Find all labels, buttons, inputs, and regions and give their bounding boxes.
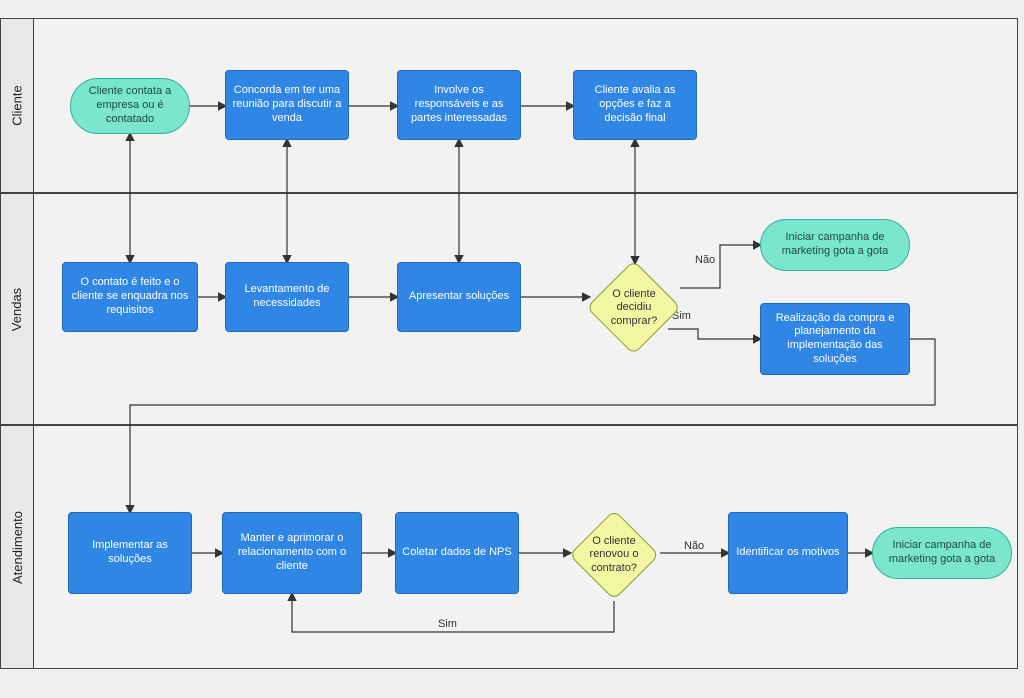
- swimlane-flowchart: ClienteVendasAtendimentoNãoSimSimNãoClie…: [0, 0, 1024, 698]
- decision-d_renovou: O cliente renovou o contrato?: [568, 509, 660, 601]
- node-n_apresenta: Apresentar soluções: [397, 262, 521, 332]
- node-n_manter: Manter e aprimorar o relacionamento com …: [222, 512, 362, 594]
- node-n_concorda: Concorda em ter uma reunião para discuti…: [225, 70, 349, 140]
- node-n_involve: Involve os responsáveis e as partes inte…: [397, 70, 521, 140]
- lane-label-text: Cliente: [10, 85, 25, 125]
- node-n_contata: Cliente contata a empresa ou é contatado: [70, 78, 190, 134]
- decision-text: O cliente decidiu comprar?: [586, 260, 682, 356]
- edge-label: Não: [684, 540, 704, 552]
- lane-label-vendas: Vendas: [0, 193, 34, 425]
- lane-label-text: Vendas: [10, 287, 25, 330]
- decision-d_comprar: O cliente decidiu comprar?: [586, 260, 682, 356]
- node-n_contato: O contato é feito e o cliente se enquadr…: [62, 262, 198, 332]
- node-n_motivos: Identificar os motivos: [728, 512, 848, 594]
- edge-label: Sim: [438, 618, 457, 630]
- lane-label-atendimento: Atendimento: [0, 425, 34, 669]
- edge-label: Não: [695, 254, 715, 266]
- node-n_nps: Coletar dados de NPS: [395, 512, 519, 594]
- node-n_impl: Implementar as soluções: [68, 512, 192, 594]
- node-n_avalia: Cliente avalia as opções e faz a decisão…: [573, 70, 697, 140]
- node-n_drip2: Iniciar campanha de marketing gota a got…: [872, 527, 1012, 579]
- decision-text: O cliente renovou o contrato?: [568, 509, 660, 601]
- node-n_drip1: Iniciar campanha de marketing gota a got…: [760, 219, 910, 271]
- node-n_levanta: Levantamento de necessidades: [225, 262, 349, 332]
- lane-label-text: Atendimento: [10, 511, 25, 584]
- node-n_realiza: Realização da compra e planejamento da i…: [760, 303, 910, 375]
- lane-label-cliente: Cliente: [0, 18, 34, 193]
